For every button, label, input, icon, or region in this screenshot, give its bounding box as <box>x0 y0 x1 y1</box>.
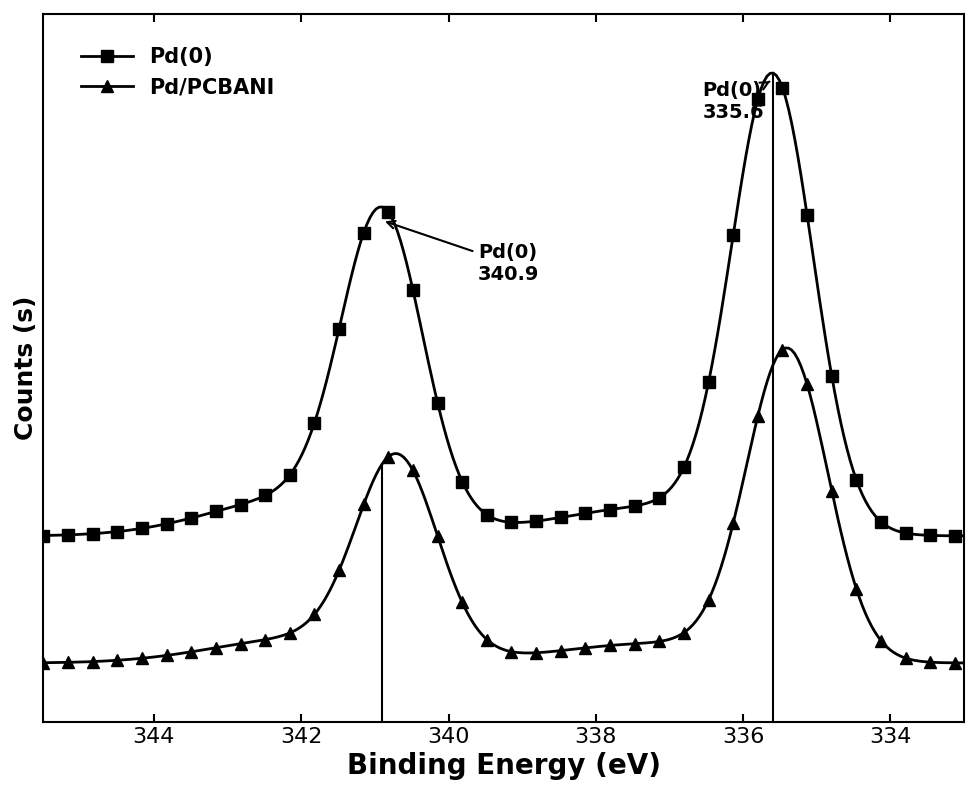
Text: Pd(0)
335.6: Pd(0) 335.6 <box>701 81 769 122</box>
X-axis label: Binding Energy (eV): Binding Energy (eV) <box>347 752 660 781</box>
Text: Pd(0)
340.9: Pd(0) 340.9 <box>387 221 539 283</box>
Legend: Pd(0), Pd/PCBANI: Pd(0), Pd/PCBANI <box>72 38 282 106</box>
Y-axis label: Counts (s): Counts (s) <box>14 295 38 440</box>
